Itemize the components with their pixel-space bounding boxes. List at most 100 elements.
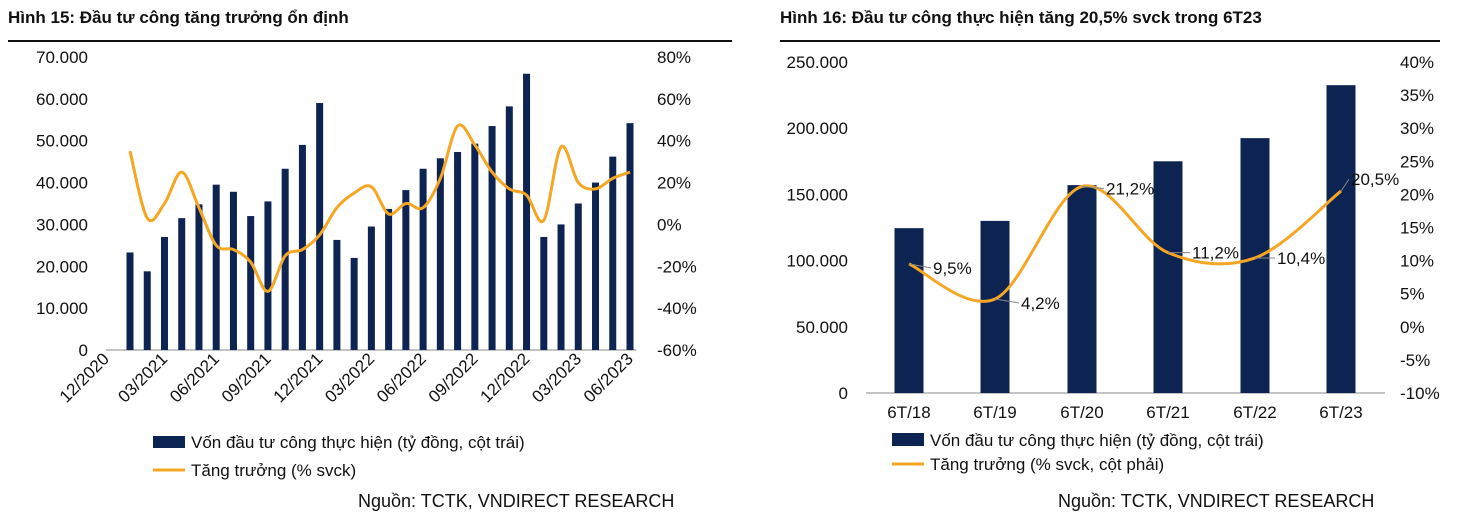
bar — [505, 106, 513, 351]
bar — [281, 168, 289, 350]
left-axis-tick-label: 100.000 — [787, 252, 848, 271]
left-axis-tick-label: 200.000 — [787, 119, 848, 138]
bar — [980, 220, 1010, 393]
bar — [316, 103, 324, 351]
data-label-leader — [908, 263, 932, 269]
left-axis-tick-label: 0 — [839, 384, 848, 403]
right-axis-tick-label: -40% — [657, 299, 697, 318]
bar — [385, 208, 393, 350]
left-axis-tick-label: 50.000 — [796, 318, 848, 337]
left-axis-tick-label: 30.000 — [36, 215, 88, 234]
data-label: 9,5% — [933, 259, 972, 278]
right-axis-tick-label: 30% — [1400, 119, 1434, 138]
right-source: Nguồn: TCTK, VNDIRECT RESEARCH — [1058, 491, 1375, 511]
legend-bar-label: Vốn đầu tư công thực hiện (tỷ đồng, cột … — [191, 433, 525, 452]
x-axis-tick-label: 6T/19 — [973, 403, 1016, 422]
bar — [126, 252, 134, 350]
right-axis-tick-label: 15% — [1400, 219, 1434, 238]
data-label-leader — [994, 298, 1020, 304]
bar — [419, 168, 427, 350]
bar — [894, 228, 924, 393]
right-title-rule — [780, 40, 1440, 42]
left-axis-tick-label: 10.000 — [36, 299, 88, 318]
left-axis-tick-label: 0 — [79, 341, 88, 360]
right-chart: 0 50.000 100.000 150.000 200.000 250.000 -10% -… — [787, 53, 1440, 474]
bar — [488, 126, 496, 350]
data-label: 20,5% — [1351, 170, 1399, 189]
bar — [350, 257, 358, 350]
right-axis-tick-label: 0% — [1400, 318, 1425, 337]
bar — [229, 191, 237, 350]
x-axis-tick-label: 6T/22 — [1233, 403, 1276, 422]
growth-line — [128, 123, 631, 293]
bar — [333, 239, 341, 350]
bar — [574, 203, 582, 350]
legend-bar-swatch — [153, 436, 185, 448]
legend-line-label: Tăng trưởng (% svck, cột phải) — [930, 455, 1164, 474]
left-axis-tick-label: 20.000 — [36, 257, 88, 276]
right-axis-tick-label: 20% — [1400, 185, 1434, 204]
data-label: 10,4% — [1277, 249, 1325, 268]
right-axis-tick-label: 5% — [1400, 285, 1425, 304]
left-chart: 0 10.000 20.000 30.000 40.000 50.000 60.000 70.… — [36, 48, 697, 480]
x-axis-tick-label: 6T/20 — [1060, 403, 1103, 422]
x-axis-tick-label: 6T/18 — [887, 403, 930, 422]
bar — [143, 271, 151, 350]
growth-line — [908, 184, 1342, 303]
right-axis-tick-label: 20% — [657, 174, 691, 193]
data-label-leader — [1081, 185, 1105, 189]
bar — [557, 224, 565, 350]
bar — [626, 123, 634, 351]
bar — [454, 152, 462, 350]
bar — [471, 143, 479, 350]
right-axis-tick-label: 40% — [1400, 53, 1434, 72]
bar — [160, 236, 168, 350]
left-axis-tick-label: 50.000 — [36, 132, 88, 151]
left-axis-tick-label: 60.000 — [36, 90, 88, 109]
bar — [1326, 85, 1356, 394]
right-figure-title: Hình 16: Đầu tư công thực hiện tăng 20,5… — [780, 8, 1262, 27]
bar — [402, 190, 410, 350]
bar — [264, 201, 272, 350]
right-axis-tick-label: 10% — [1400, 252, 1434, 271]
data-label: 21,2% — [1106, 179, 1154, 198]
left-axis-tick-label: 250.000 — [787, 53, 848, 72]
legend-bar-label: Vốn đầu tư công thực hiện (tỷ đồng, cột … — [930, 431, 1264, 450]
bar — [523, 73, 531, 350]
bar — [247, 216, 255, 350]
right-axis-tick-label: -20% — [657, 257, 697, 276]
right-axis-tick-label: 35% — [1400, 86, 1434, 105]
data-label: 11,2% — [1192, 244, 1239, 263]
bar — [1153, 161, 1183, 393]
bar — [436, 158, 444, 350]
right-axis-tick-label: 0% — [657, 215, 682, 234]
legend-bar-swatch — [892, 433, 924, 446]
right-axis-tick-label: 80% — [657, 48, 691, 67]
bar — [1240, 138, 1270, 393]
bar — [195, 204, 203, 350]
left-axis-tick-label: 40.000 — [36, 174, 88, 193]
left-figure-title: Hình 15: Đầu tư công tăng trưởng ổn định — [8, 8, 349, 27]
left-title-rule — [8, 40, 732, 42]
data-label: 4,2% — [1021, 294, 1060, 313]
bar — [298, 144, 306, 350]
bar — [609, 156, 617, 350]
data-label-leader — [1340, 178, 1350, 192]
left-axis-tick-label: 70.000 — [36, 48, 88, 67]
right-axis-tick-label: -60% — [657, 341, 697, 360]
right-axis-tick-label: 60% — [657, 90, 691, 109]
bar — [540, 236, 548, 350]
x-axis-tick-label: 6T/21 — [1146, 403, 1189, 422]
bar — [178, 218, 186, 350]
left-axis-tick-label: 150.000 — [787, 185, 848, 204]
right-axis-tick-label: 40% — [657, 132, 691, 151]
bar — [212, 184, 220, 350]
bar — [367, 226, 375, 350]
bar — [1067, 185, 1097, 393]
x-axis-tick-label: 6T/23 — [1319, 403, 1362, 422]
right-axis-tick-label: -5% — [1400, 351, 1430, 370]
right-axis-tick-label: -10% — [1400, 384, 1440, 403]
bar — [592, 182, 600, 350]
left-source: Nguồn: TCTK, VNDIRECT RESEARCH — [358, 491, 675, 511]
legend-line-label: Tăng trưởng (% svck) — [191, 461, 356, 480]
